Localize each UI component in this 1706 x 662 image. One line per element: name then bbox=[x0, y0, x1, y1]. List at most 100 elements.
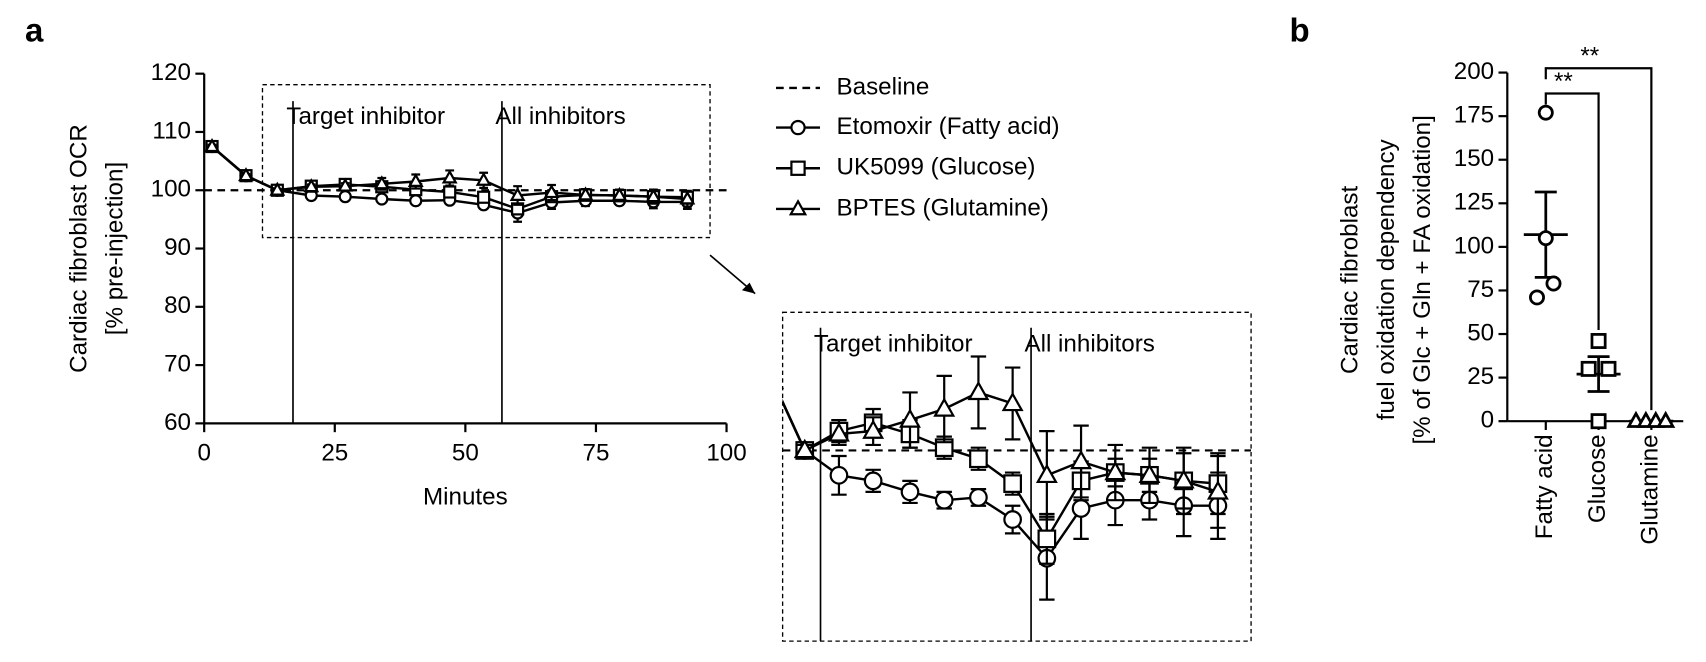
inset: Target inhibitor All inhibitors bbox=[730, 234, 1252, 642]
marker bbox=[375, 192, 389, 206]
marker bbox=[443, 185, 457, 199]
significance-label: ** bbox=[1580, 43, 1599, 70]
panel-label: b bbox=[1290, 12, 1310, 49]
panel-label: a bbox=[25, 12, 44, 49]
injection-label: Target inhibitor bbox=[814, 331, 973, 358]
marker bbox=[1104, 460, 1127, 481]
marker bbox=[1037, 529, 1057, 549]
y-axis-label: [% pre-injection] bbox=[102, 162, 129, 335]
marker bbox=[441, 169, 458, 184]
marker bbox=[827, 422, 850, 442]
marker bbox=[829, 465, 849, 485]
marker bbox=[730, 234, 748, 250]
x-tick-label: 50 bbox=[452, 440, 479, 467]
marker bbox=[1600, 360, 1617, 377]
marker bbox=[933, 397, 956, 417]
error-bar bbox=[765, 373, 780, 390]
marker bbox=[611, 186, 628, 201]
marker bbox=[1545, 275, 1562, 292]
y-tick-label: 75 bbox=[1467, 276, 1494, 303]
marker bbox=[765, 373, 781, 389]
injection-label: All inhibitors bbox=[1024, 331, 1154, 358]
y-tick-label: 150 bbox=[1454, 145, 1494, 172]
marker bbox=[543, 184, 560, 199]
y-axis-label: Cardiac fibroblast bbox=[1337, 185, 1364, 373]
marker bbox=[303, 178, 320, 193]
error-bar bbox=[765, 373, 780, 390]
inset-frame bbox=[781, 311, 1252, 642]
y-tick-label: 100 bbox=[1454, 232, 1494, 259]
marker bbox=[1138, 463, 1161, 484]
y-tick-label: 0 bbox=[1481, 407, 1494, 434]
marker bbox=[1003, 510, 1022, 529]
marker bbox=[731, 235, 747, 251]
marker bbox=[645, 188, 662, 203]
marker bbox=[1035, 463, 1058, 484]
marker bbox=[1590, 333, 1607, 349]
error-bar bbox=[731, 235, 746, 252]
marker bbox=[1172, 469, 1195, 489]
marker bbox=[475, 171, 492, 186]
y-tick-label: 80 bbox=[164, 292, 191, 319]
marker bbox=[509, 186, 526, 201]
significance-bracket bbox=[1544, 67, 1653, 411]
y-axis-label: Cardiac fibroblast OCR bbox=[65, 124, 92, 373]
marker bbox=[373, 175, 390, 190]
marker bbox=[967, 380, 990, 401]
marker bbox=[782, 386, 785, 390]
marker bbox=[1071, 499, 1091, 518]
marker bbox=[862, 419, 885, 439]
marker bbox=[407, 172, 424, 187]
x-tick-label: Fatty acid bbox=[1531, 434, 1558, 539]
error-bar bbox=[731, 235, 746, 252]
significance-bracket bbox=[1544, 92, 1600, 330]
y-tick-label: 60 bbox=[164, 409, 191, 436]
marker bbox=[1580, 360, 1597, 377]
y-tick-label: 125 bbox=[1454, 189, 1494, 216]
marker bbox=[409, 194, 423, 208]
legend-marker bbox=[788, 199, 808, 216]
marker bbox=[1529, 289, 1545, 306]
legend-label: UK5099 (Glucose) bbox=[837, 154, 1036, 181]
legend-label: Etomoxir (Fatty acid) bbox=[837, 113, 1060, 140]
y-tick-label: 70 bbox=[164, 350, 191, 377]
x-tick-label: 25 bbox=[321, 440, 348, 467]
marker bbox=[269, 181, 286, 196]
y-axis-label: [% of Glc + Gln + FA oxidation] bbox=[1409, 115, 1436, 444]
marker bbox=[1206, 480, 1229, 500]
y-tick-label: 120 bbox=[151, 59, 191, 86]
marker bbox=[793, 438, 816, 459]
marker bbox=[765, 373, 781, 389]
y-tick-label: 175 bbox=[1454, 102, 1494, 129]
y-tick-label: 110 bbox=[152, 117, 191, 144]
x-tick-label: 100 bbox=[706, 440, 746, 467]
x-axis-label: Minutes bbox=[423, 484, 508, 511]
y-axis-label: fuel oxidation dependency bbox=[1373, 138, 1400, 420]
marker bbox=[477, 190, 491, 204]
y-tick-label: 50 bbox=[1467, 319, 1494, 346]
error-bar bbox=[731, 235, 746, 252]
marker bbox=[1537, 230, 1554, 247]
x-tick-label: 75 bbox=[582, 440, 609, 467]
marker bbox=[1003, 474, 1022, 493]
marker bbox=[1590, 413, 1607, 430]
marker bbox=[338, 190, 352, 204]
marker bbox=[731, 235, 747, 251]
error-bar bbox=[765, 373, 780, 390]
marker bbox=[337, 177, 354, 192]
marker bbox=[577, 186, 594, 201]
arrow-head bbox=[741, 282, 756, 294]
marker bbox=[1537, 104, 1554, 121]
marker bbox=[679, 190, 696, 205]
legend-label: BPTES (Glutamine) bbox=[837, 194, 1049, 221]
marker bbox=[1001, 391, 1024, 412]
y-tick-label: 100 bbox=[151, 176, 191, 203]
marker bbox=[238, 167, 254, 182]
marker bbox=[1656, 410, 1676, 428]
significance-label: ** bbox=[1554, 68, 1573, 95]
zoom-region bbox=[261, 84, 711, 239]
x-tick-label: Glucose bbox=[1584, 434, 1611, 523]
y-tick-label: 200 bbox=[1454, 58, 1494, 85]
